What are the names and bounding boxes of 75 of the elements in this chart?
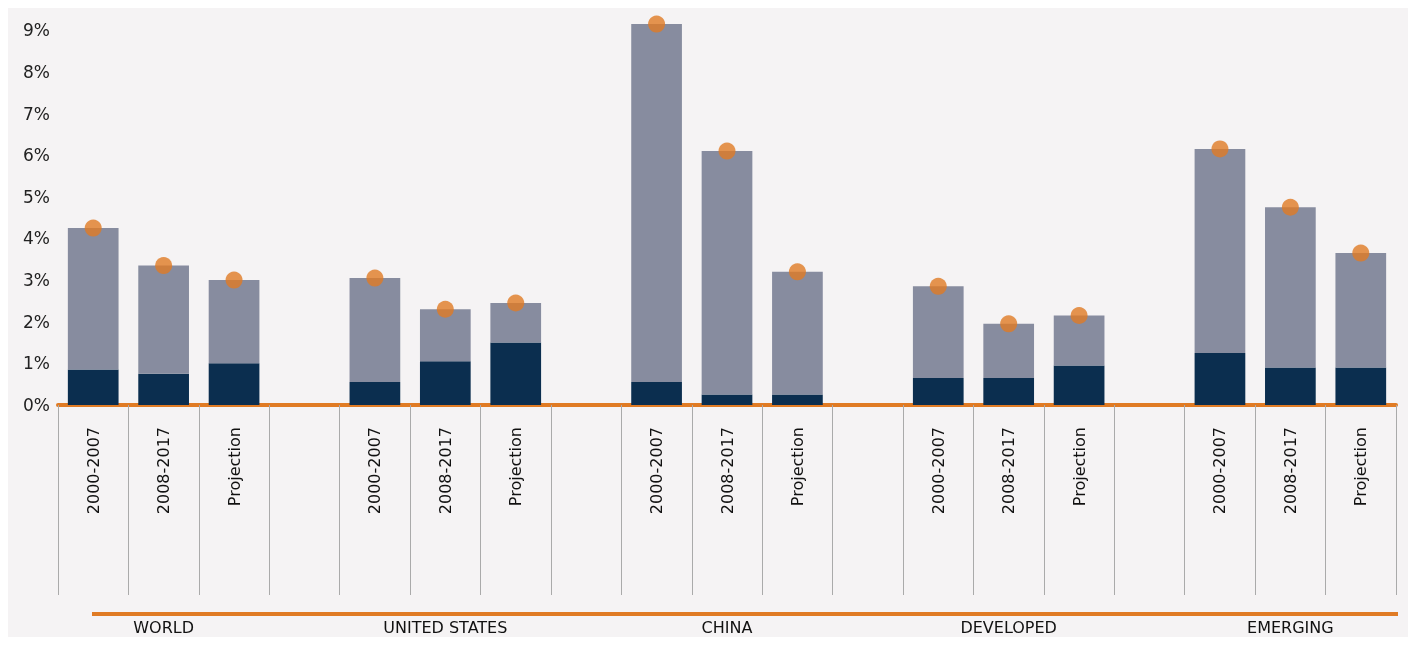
x-tick-label: Projection	[224, 427, 244, 507]
bar	[208, 363, 260, 405]
x-tick-label: 2000-2007	[1210, 427, 1230, 515]
bar	[419, 309, 471, 362]
point	[155, 257, 173, 275]
bar	[631, 24, 682, 383]
bar	[701, 394, 753, 405]
y-tick-label: 8%	[23, 61, 50, 82]
bar	[912, 286, 964, 378]
x-tick-label: 2000-2007	[83, 427, 103, 515]
x-tick-label: Projection	[506, 427, 526, 507]
bar	[1265, 367, 1316, 405]
bar	[419, 361, 471, 405]
bar	[772, 271, 823, 395]
bar	[349, 278, 401, 383]
text: UNITED STATES	[383, 617, 508, 637]
x-tick-label: 2008-2017	[1280, 427, 1300, 515]
bar	[490, 342, 542, 405]
point	[84, 219, 102, 237]
point	[718, 142, 736, 160]
y-tick-label: 4%	[23, 228, 50, 249]
x-tick-label: 2008-2017	[999, 427, 1019, 515]
point	[788, 263, 806, 281]
bar	[208, 280, 260, 364]
text: CHINA	[701, 617, 753, 637]
text: DEVELOPED	[960, 617, 1057, 637]
bar	[1335, 253, 1387, 368]
bar	[701, 151, 753, 395]
x-tick-label: Projection	[787, 427, 807, 507]
bar	[1053, 365, 1105, 405]
text: WORLD	[133, 617, 195, 637]
x-tick-label: 2000-2007	[365, 427, 385, 515]
point	[507, 294, 525, 312]
bar	[67, 228, 119, 370]
point	[1281, 198, 1299, 216]
x-tick-label: 2008-2017	[154, 427, 174, 515]
point	[1211, 140, 1229, 158]
bar	[772, 394, 823, 405]
y-tick-label: 2%	[23, 311, 50, 332]
x-tick-label: Projection	[1069, 427, 1089, 507]
bar	[912, 377, 964, 405]
bar	[67, 369, 119, 405]
bar	[1053, 315, 1105, 366]
bar	[490, 303, 542, 343]
x-tick-label: 2000-2007	[647, 427, 667, 515]
point	[1070, 307, 1088, 324]
point	[1000, 315, 1018, 333]
bar	[631, 382, 682, 405]
bar	[983, 377, 1035, 405]
text: EMERGING	[1247, 617, 1334, 637]
bar	[983, 323, 1035, 378]
y-tick-label: 1%	[23, 353, 50, 374]
x-tick-label: 2000-2007	[928, 427, 948, 515]
x-tick-label: 2008-2017	[717, 427, 737, 515]
bar	[138, 373, 189, 405]
y-tick-label: 3%	[23, 270, 50, 291]
bar	[349, 382, 401, 405]
x-tick-label: Projection	[1351, 427, 1371, 507]
bar	[1194, 148, 1246, 353]
point	[436, 300, 454, 318]
point	[648, 15, 666, 33]
y-tick-label: 5%	[23, 186, 50, 207]
bar	[1265, 207, 1316, 368]
y-tick-label: 9%	[23, 20, 50, 41]
bar	[1335, 367, 1387, 405]
point	[366, 269, 384, 287]
point	[929, 277, 947, 295]
x-tick-label: 2008-2017	[435, 427, 455, 515]
point	[225, 271, 243, 289]
bar	[138, 265, 189, 374]
point	[1352, 244, 1370, 262]
y-tick-label: 0%	[23, 395, 50, 415]
y-tick-label: 7%	[23, 103, 50, 124]
y-tick-label: 6%	[23, 145, 50, 166]
bar	[1194, 352, 1246, 405]
